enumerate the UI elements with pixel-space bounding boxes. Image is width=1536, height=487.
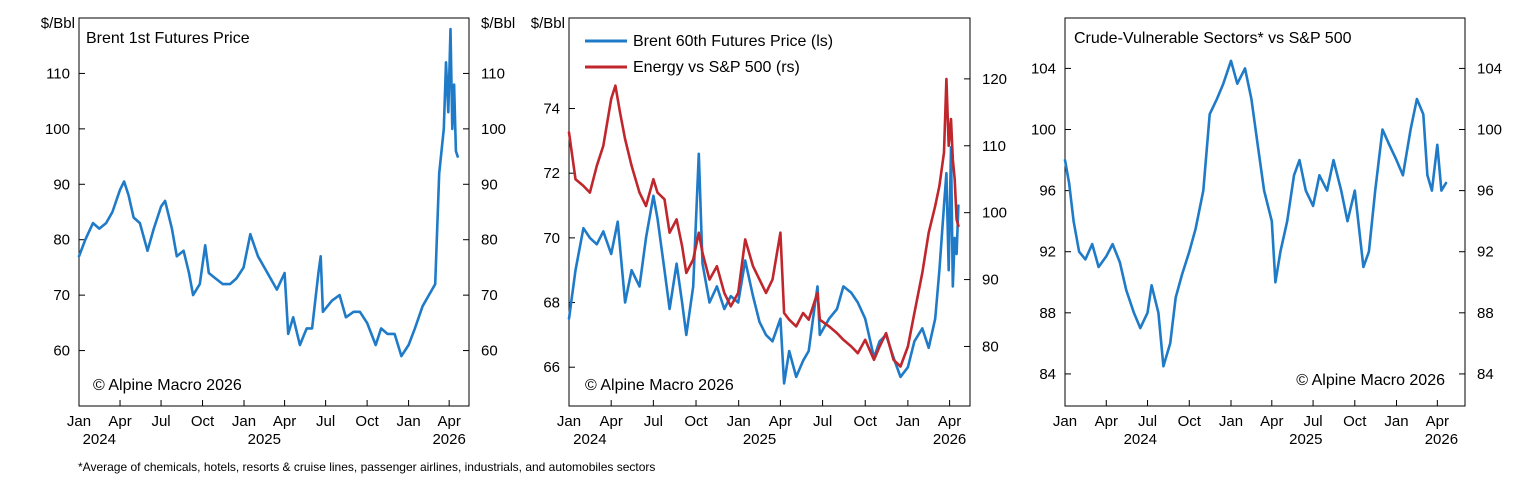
legend-label: Energy vs S&P 500 (rs) bbox=[633, 59, 800, 76]
x-tick-label: Jul bbox=[1303, 413, 1322, 430]
x-tick-label: Jan bbox=[396, 413, 420, 430]
x-tick-label: Jan bbox=[232, 413, 256, 430]
x-tick-label: Jul bbox=[316, 413, 335, 430]
x-tick-label: Jul bbox=[813, 413, 832, 430]
footnote: *Average of chemicals, hotels, resorts &… bbox=[78, 460, 656, 474]
chart-title: Brent 1st Futures Price bbox=[86, 30, 250, 47]
x-tick-label: Jan bbox=[1384, 413, 1408, 430]
series-line-3-1 bbox=[1063, 59, 1448, 368]
y-axis-label-left: $/Bbl bbox=[41, 15, 75, 32]
y-tick-label-left: 92 bbox=[1039, 244, 1056, 261]
x-year-label: 2025 bbox=[743, 431, 776, 448]
copyright-label: © Alpine Macro 2026 bbox=[585, 377, 734, 394]
y-tick-label-left: 68 bbox=[543, 295, 560, 312]
y-tick-label-right: 60 bbox=[481, 343, 498, 360]
y-tick-label-left: 110 bbox=[46, 65, 70, 82]
series-line-2-2 bbox=[567, 77, 960, 368]
x-tick-label: Oct bbox=[854, 413, 878, 430]
y-axis-label-left: $/Bbl bbox=[531, 15, 565, 32]
y-tick-label-left: 90 bbox=[53, 176, 70, 193]
plot-frame bbox=[78, 17, 470, 407]
y-tick-label-left: 100 bbox=[1031, 122, 1056, 139]
x-tick-label: Jan bbox=[896, 413, 920, 430]
x-tick-label: Jul bbox=[1138, 413, 1157, 430]
x-year-label: 2024 bbox=[573, 431, 606, 448]
y-tick-label-left: 72 bbox=[543, 165, 560, 182]
legend-label: Brent 60th Futures Price (ls) bbox=[633, 33, 833, 50]
y-tick-label-left: 70 bbox=[543, 230, 560, 247]
x-year-label: 2026 bbox=[1425, 431, 1458, 448]
x-tick-label: Oct bbox=[684, 413, 708, 430]
y-tick-label-right: 90 bbox=[481, 176, 498, 193]
series-line-2-1 bbox=[567, 146, 960, 385]
y-tick-label-right: 100 bbox=[481, 121, 506, 138]
y-tick-label-left: 88 bbox=[1039, 305, 1056, 322]
y-axis-label-right: $/Bbl bbox=[481, 15, 515, 32]
x-tick-label: Oct bbox=[191, 413, 215, 430]
x-tick-label: Jan bbox=[1053, 413, 1077, 430]
y-tick-label-right: 100 bbox=[1477, 122, 1502, 139]
plot-frame bbox=[1064, 17, 1466, 407]
x-tick-label: Apr bbox=[108, 413, 131, 430]
y-tick-label-left: 100 bbox=[45, 121, 70, 138]
y-tick-label-left: 96 bbox=[1039, 183, 1056, 200]
x-year-label: 2024 bbox=[1124, 431, 1157, 448]
y-tick-label-right: 100 bbox=[982, 205, 1007, 222]
y-tick-label-right: 120 bbox=[982, 71, 1007, 88]
y-tick-label-right: 80 bbox=[982, 338, 999, 355]
plot-frame bbox=[568, 17, 971, 407]
x-year-label: 2024 bbox=[83, 431, 116, 448]
y-tick-label-left: 104 bbox=[1031, 60, 1056, 77]
y-tick-label-right: 104 bbox=[1477, 60, 1502, 77]
x-tick-label: Jan bbox=[67, 413, 91, 430]
y-tick-label-left: 84 bbox=[1039, 366, 1056, 383]
y-tick-label-right: 80 bbox=[481, 232, 498, 249]
x-year-label: 2025 bbox=[248, 431, 281, 448]
x-tick-label: Apr bbox=[769, 413, 792, 430]
x-tick-label: Apr bbox=[273, 413, 296, 430]
series-line-1-1 bbox=[77, 27, 459, 358]
y-tick-label-left: 70 bbox=[53, 287, 70, 304]
x-year-label: 2026 bbox=[432, 431, 465, 448]
x-tick-label: Jan bbox=[727, 413, 751, 430]
x-tick-label: Oct bbox=[1178, 413, 1202, 430]
y-tick-label-right: 92 bbox=[1477, 244, 1494, 261]
x-tick-label: Oct bbox=[1343, 413, 1367, 430]
y-tick-label-right: 70 bbox=[481, 287, 498, 304]
copyright-label: © Alpine Macro 2026 bbox=[1296, 372, 1445, 389]
x-year-label: 2026 bbox=[933, 431, 966, 448]
x-tick-label: Jul bbox=[151, 413, 170, 430]
y-tick-label-right: 90 bbox=[982, 272, 999, 289]
y-tick-label-left: 80 bbox=[53, 232, 70, 249]
y-tick-label-left: 66 bbox=[543, 359, 560, 376]
x-tick-label: Apr bbox=[938, 413, 961, 430]
x-tick-label: Apr bbox=[600, 413, 623, 430]
x-year-label: 2025 bbox=[1289, 431, 1322, 448]
y-tick-label-right: 84 bbox=[1477, 366, 1494, 383]
x-tick-label: Apr bbox=[1426, 413, 1449, 430]
y-tick-label-left: 74 bbox=[543, 101, 560, 118]
copyright-label: © Alpine Macro 2026 bbox=[93, 377, 242, 394]
x-tick-label: Jul bbox=[644, 413, 663, 430]
x-tick-label: Jan bbox=[1219, 413, 1243, 430]
y-tick-label-right: 88 bbox=[1477, 305, 1494, 322]
y-tick-label-right: 96 bbox=[1477, 183, 1494, 200]
y-tick-label-right: 110 bbox=[481, 65, 505, 82]
x-tick-label: Apr bbox=[437, 413, 460, 430]
x-tick-label: Apr bbox=[1095, 413, 1118, 430]
x-tick-label: Oct bbox=[355, 413, 379, 430]
x-tick-label: Apr bbox=[1260, 413, 1283, 430]
y-tick-label-left: 60 bbox=[53, 343, 70, 360]
x-tick-label: Jan bbox=[557, 413, 581, 430]
y-tick-label-right: 110 bbox=[982, 138, 1006, 155]
chart-title: Crude-Vulnerable Sectors* vs S&P 500 bbox=[1074, 30, 1352, 47]
